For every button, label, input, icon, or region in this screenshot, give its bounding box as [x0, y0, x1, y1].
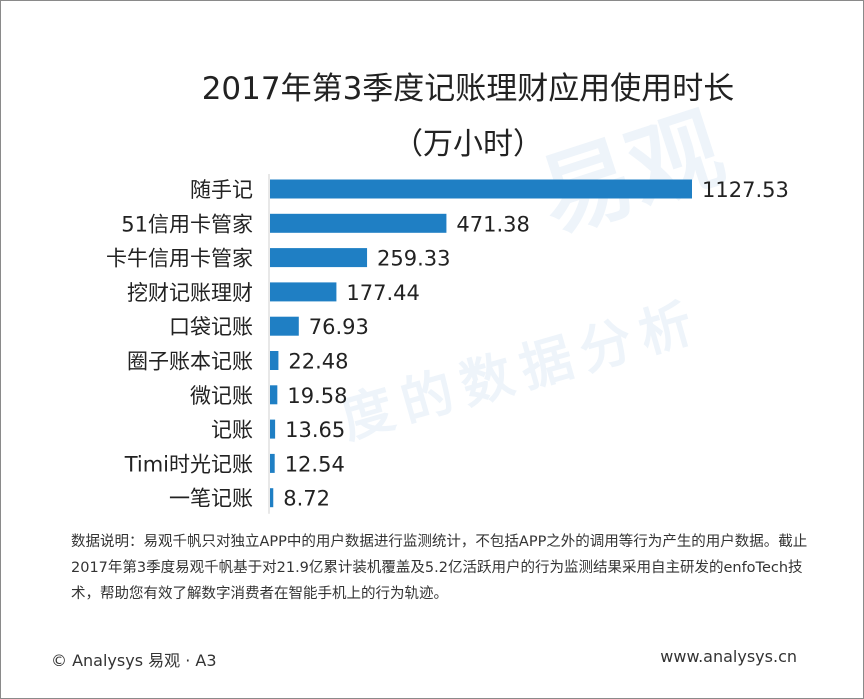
- chart-title: 2017年第3季度记账理财应用使用时长: [201, 71, 735, 107]
- bar: [270, 179, 692, 199]
- value-label: 471.38: [456, 212, 529, 236]
- category-label: 一笔记账: [169, 487, 253, 511]
- category-label: 圈子账本记账: [127, 350, 253, 374]
- category-label: 挖财记账理财: [127, 281, 253, 305]
- value-label: 8.72: [283, 487, 330, 511]
- value-label: 13.65: [285, 418, 345, 442]
- bar: [270, 385, 278, 405]
- bar: [270, 282, 337, 302]
- value-label: 259.33: [377, 247, 450, 271]
- value-label: 177.44: [346, 281, 419, 305]
- bar: [270, 419, 276, 439]
- bar: [270, 351, 279, 370]
- category-label: 卡牛信用卡管家: [106, 247, 253, 271]
- bar-chart: 随手记 1127.53 51信用卡管家 471.38 卡牛信用卡管家 259.33 挖财记账…: [106, 174, 789, 514]
- category-label: 口袋记账: [169, 315, 253, 339]
- bar: [270, 488, 274, 508]
- bar: [270, 213, 447, 233]
- value-label: 22.48: [288, 350, 348, 374]
- value-label: 76.93: [309, 315, 369, 339]
- category-label: 随手记: [190, 178, 253, 202]
- value-label: 1127.53: [702, 178, 789, 202]
- bar: [270, 248, 368, 268]
- category-label: 微记账: [190, 384, 253, 408]
- bar: [270, 316, 299, 336]
- data-note: 数据说明：易观千帆只对独立APP中的用户数据进行监测统计，不包括APP之外的调用…: [71, 534, 808, 602]
- bars-layer: 随手记 1127.53 51信用卡管家 471.38 卡牛信用卡管家 259.33 挖财记账…: [106, 174, 789, 514]
- value-label: 12.54: [285, 452, 345, 476]
- footer-copyright: © Analysys 易观 · A3: [51, 651, 217, 670]
- bar: [270, 453, 275, 473]
- footer-website: www.analysys.cn: [660, 647, 797, 666]
- value-label: 19.58: [287, 384, 347, 408]
- category-label: 记账: [211, 418, 253, 442]
- category-label: Timi时光记账: [124, 452, 253, 476]
- category-label: 51信用卡管家: [121, 212, 253, 236]
- chart-subtitle: （万小时）: [393, 127, 543, 162]
